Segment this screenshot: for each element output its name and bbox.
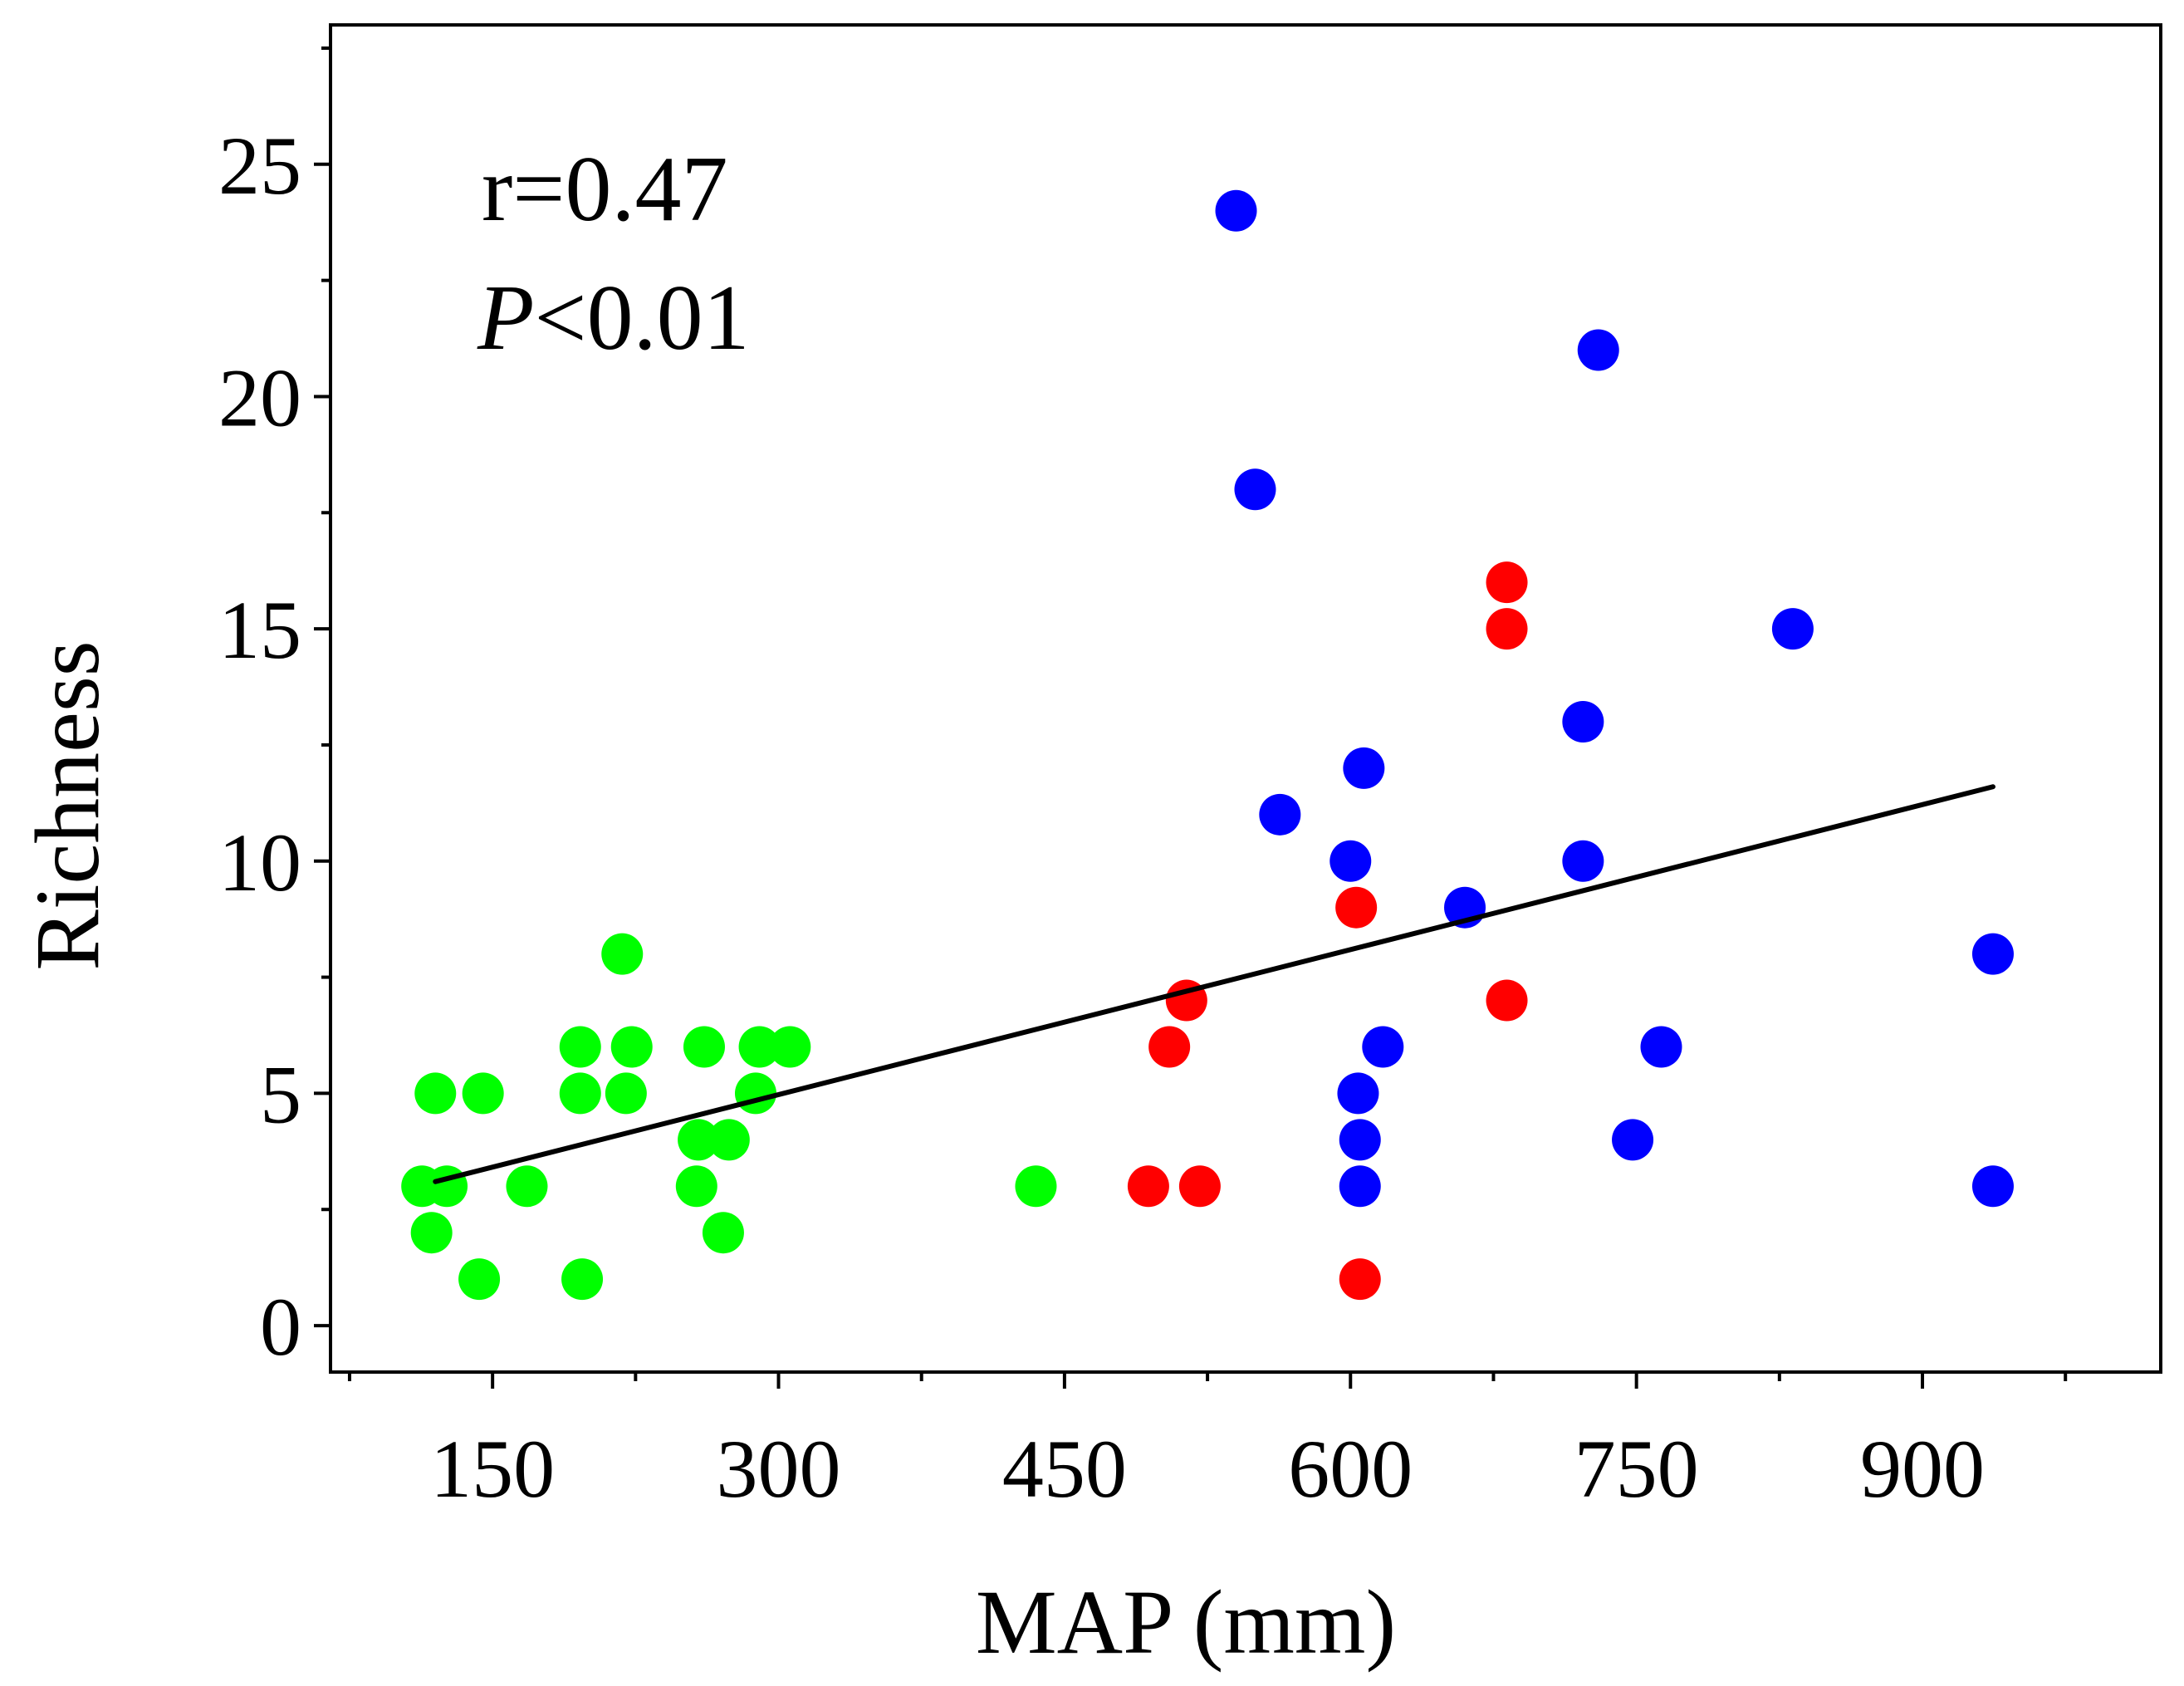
- blue-point-17: [1971, 1165, 2014, 1208]
- green-point-9: [610, 1026, 653, 1068]
- blue-point-7: [1562, 700, 1604, 743]
- red-point-4: [1335, 886, 1378, 929]
- tick-labels: 150 300 450 600 750 900 0 5 10 15 20 25: [218, 120, 1985, 1515]
- green-point-21: [1015, 1165, 1057, 1208]
- blue-point-11: [1337, 1072, 1379, 1115]
- green-point-6: [458, 1258, 501, 1301]
- red-point-6: [1486, 561, 1528, 604]
- blue-point-4: [1343, 747, 1385, 789]
- blue-point-12: [1339, 1119, 1381, 1161]
- blue-point-14: [1640, 1026, 1682, 1068]
- green-point-16: [734, 1072, 776, 1115]
- green-point-1: [462, 1072, 504, 1115]
- plot-area-frame: [329, 23, 2162, 1374]
- blue-point-10: [1362, 1026, 1404, 1068]
- red-point-1: [1148, 1026, 1191, 1068]
- y-tick-label-5: 5: [260, 1048, 301, 1140]
- fit-line: [433, 784, 1995, 1184]
- x-tick-label-900: 900: [1860, 1423, 1985, 1515]
- y-tick-label-20: 20: [218, 351, 301, 444]
- green-point-3: [426, 1165, 468, 1208]
- x-tick-label-150: 150: [430, 1423, 555, 1515]
- green-point-12: [769, 1026, 811, 1068]
- data-points: [401, 189, 2014, 1301]
- x-tick-label-600: 600: [1288, 1423, 1413, 1515]
- green-point-4: [506, 1165, 548, 1208]
- x-tick-label-450: 450: [1002, 1423, 1127, 1515]
- x-tick-label-300: 300: [717, 1423, 841, 1515]
- blue-point-2: [1577, 329, 1619, 371]
- green-point-14: [559, 1072, 601, 1115]
- red-point-7: [1486, 608, 1528, 650]
- red-point-8: [1486, 979, 1528, 1022]
- correlation-annotation: r=0.47: [482, 138, 727, 241]
- major-ticks: [314, 162, 1925, 1389]
- green-point-10: [683, 1026, 725, 1068]
- green-point-20: [702, 1212, 744, 1254]
- green-point-19: [675, 1165, 717, 1208]
- x-tick-label-750: 750: [1574, 1423, 1699, 1515]
- y-axis-title: Richness: [17, 640, 118, 970]
- blue-point-9: [1771, 608, 1814, 650]
- p-value-symbol: P: [477, 267, 534, 370]
- green-point-11: [738, 1026, 781, 1068]
- y-tick-label-10: 10: [218, 816, 301, 909]
- blue-point-1: [1234, 468, 1276, 511]
- p-value-annotation: P<0.01: [477, 267, 750, 370]
- green-point-5: [410, 1212, 453, 1254]
- green-point-18: [708, 1119, 750, 1161]
- blue-point-8: [1562, 840, 1604, 882]
- green-point-0: [414, 1072, 457, 1115]
- green-point-8: [559, 1026, 601, 1068]
- y-tick-label-25: 25: [218, 120, 301, 212]
- green-point-17: [678, 1119, 720, 1161]
- red-point-5: [1339, 1258, 1381, 1301]
- x-axis-title: MAP (mm): [976, 1571, 1396, 1673]
- blue-point-5: [1329, 840, 1372, 882]
- red-point-2: [1127, 1165, 1169, 1208]
- blue-point-16: [1971, 933, 2014, 975]
- green-point-7: [561, 1258, 604, 1301]
- blue-point-3: [1259, 793, 1301, 836]
- green-point-15: [605, 1072, 647, 1115]
- green-point-13: [601, 933, 644, 975]
- p-value-text: <0.01: [534, 267, 749, 370]
- red-point-3: [1178, 1165, 1221, 1208]
- y-tick-label-0: 0: [260, 1281, 301, 1373]
- y-tick-label-15: 15: [218, 584, 301, 676]
- blue-point-13: [1339, 1165, 1381, 1208]
- blue-point-15: [1612, 1119, 1654, 1161]
- blue-point-0: [1215, 189, 1257, 232]
